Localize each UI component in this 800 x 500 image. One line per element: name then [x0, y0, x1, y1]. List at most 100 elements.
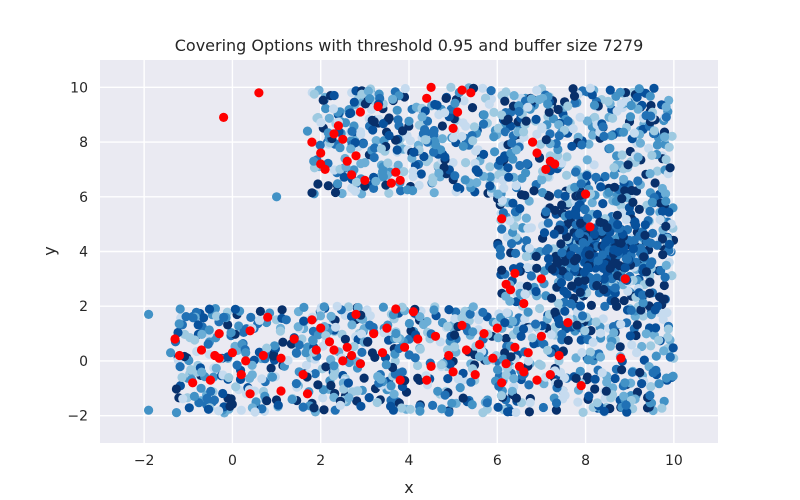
blue-point [620, 378, 630, 388]
blue-point [250, 407, 260, 417]
blue-point [196, 383, 206, 393]
y-tick-label: 0 [79, 354, 88, 370]
blue-point [356, 329, 367, 339]
blue-point [571, 167, 581, 177]
blue-point [619, 391, 629, 401]
blue-point [557, 266, 567, 276]
blue-point [405, 404, 415, 414]
red-point [519, 298, 529, 309]
blue-point [219, 312, 229, 322]
blue-point [255, 306, 265, 316]
blue-point [549, 229, 559, 239]
blue-point [496, 391, 506, 401]
blue-point [484, 99, 494, 109]
blue-point [582, 372, 593, 382]
blue-point [536, 360, 546, 370]
red-point [528, 137, 538, 147]
blue-point [613, 247, 623, 257]
blue-point [576, 335, 586, 345]
blue-point [408, 172, 418, 182]
data-points [144, 82, 679, 418]
blue-point [370, 143, 380, 153]
blue-point [647, 150, 657, 160]
blue-point [319, 405, 329, 415]
blue-point [633, 176, 643, 186]
blue-point [551, 405, 562, 415]
blue-point [479, 110, 489, 120]
red-point [541, 164, 551, 174]
red-point [355, 359, 365, 369]
blue-point [590, 374, 600, 384]
red-point [174, 350, 185, 361]
blue-point [637, 341, 647, 352]
red-point [338, 134, 348, 144]
blue-point [287, 394, 297, 404]
blue-point [563, 101, 573, 111]
blue-point [353, 386, 363, 396]
blue-point [620, 263, 630, 273]
blue-point [386, 381, 396, 391]
blue-point [384, 130, 394, 141]
blue-point [429, 305, 439, 315]
red-point [550, 159, 560, 169]
blue-point [299, 316, 309, 326]
blue-point [571, 353, 581, 363]
blue-point [478, 83, 488, 93]
blue-point [634, 204, 644, 214]
blue-point [649, 83, 659, 93]
blue-point [458, 118, 468, 128]
red-point [581, 189, 591, 199]
blue-point [660, 272, 670, 282]
blue-point [661, 154, 671, 165]
blue-point [421, 135, 431, 145]
red-point [576, 381, 586, 391]
red-point [422, 375, 432, 385]
x-tick-label: −2 [134, 453, 155, 469]
blue-point [567, 141, 577, 151]
blue-point [473, 167, 483, 177]
blue-point [329, 361, 339, 371]
blue-point [634, 84, 644, 94]
blue-point [339, 172, 349, 182]
y-tick-label: 10 [70, 80, 88, 96]
blue-point [578, 407, 588, 417]
blue-point [309, 403, 319, 413]
blue-point [459, 96, 469, 106]
red-point [170, 334, 180, 344]
blue-point [577, 348, 587, 358]
blue-point [378, 119, 388, 129]
blue-point [592, 209, 603, 219]
blue-point [632, 320, 642, 330]
blue-point [650, 178, 660, 188]
blue-point [313, 179, 323, 189]
blue-point [575, 112, 585, 122]
blue-point [175, 362, 185, 372]
blue-point [599, 284, 609, 295]
blue-point [489, 107, 499, 117]
blue-point [603, 96, 613, 106]
blue-point [537, 188, 548, 198]
blue-point [503, 407, 513, 417]
blue-point [321, 362, 331, 372]
blue-point [478, 119, 489, 129]
blue-point [646, 111, 656, 121]
blue-point [450, 98, 460, 108]
blue-point [626, 100, 636, 111]
blue-point [637, 379, 647, 389]
x-tick-label: 2 [316, 453, 325, 469]
red-point [324, 337, 335, 347]
blue-point [543, 99, 553, 109]
blue-point [510, 248, 521, 258]
blue-point [428, 177, 438, 187]
blue-point [458, 393, 468, 403]
blue-point [515, 204, 525, 214]
blue-point [502, 308, 512, 318]
blue-point [633, 152, 643, 162]
blue-point [652, 166, 663, 176]
blue-point [514, 106, 524, 117]
blue-point [318, 393, 328, 403]
blue-point [664, 239, 675, 249]
blue-point [544, 107, 554, 117]
red-point [342, 156, 352, 166]
blue-point [419, 151, 429, 162]
